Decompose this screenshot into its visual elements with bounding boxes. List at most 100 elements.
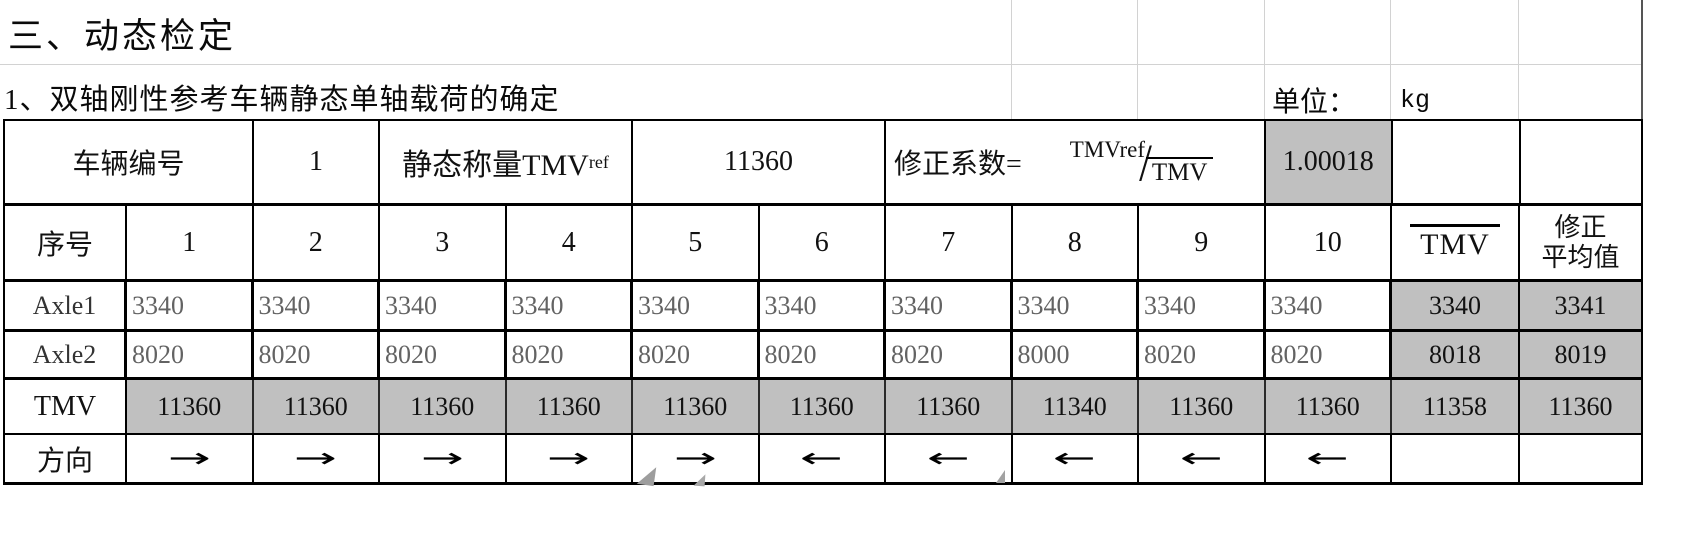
col-header-10[interactable]: 10 xyxy=(1266,206,1392,279)
axle2-value-8[interactable]: 8000 xyxy=(1013,332,1139,377)
tmv-value-5[interactable]: 11360 xyxy=(633,380,760,433)
left-arrow-icon: ← xyxy=(800,443,844,474)
tmv-value-7[interactable]: 11360 xyxy=(886,380,1013,433)
tmv-value-3[interactable]: 11360 xyxy=(380,380,507,433)
gridline-vertical xyxy=(1137,0,1138,119)
tmv-mean-cell[interactable]: 11358 xyxy=(1392,380,1520,433)
vehicle-id-label-cell: 车辆编号 xyxy=(5,121,254,203)
table-right-border-top xyxy=(1641,0,1643,121)
direction-corrected-cell[interactable] xyxy=(1520,435,1641,482)
direction-label-cell: 方向 xyxy=(5,435,127,482)
axle1-mean-cell[interactable]: 3340 xyxy=(1392,282,1520,329)
tmv-value-6[interactable]: 11360 xyxy=(759,380,886,433)
corrected-avg-header: 修正 平均值 xyxy=(1541,213,1620,272)
tmv-value-8[interactable]: 11340 xyxy=(1012,380,1139,433)
right-arrow-icon: → xyxy=(673,443,717,474)
axle1-value-6[interactable]: 3340 xyxy=(760,282,886,329)
right-arrow-icon: → xyxy=(547,443,591,474)
axle2-value-7[interactable]: 8020 xyxy=(886,332,1013,377)
correction-coef-value-cell[interactable]: 1.00018 xyxy=(1266,121,1393,203)
tmv-value-1[interactable]: 11360 xyxy=(127,380,254,433)
left-arrow-icon: ← xyxy=(1306,443,1350,474)
static-weigh-label-cell: 静态称量TMV ref xyxy=(380,121,633,203)
empty-cell[interactable] xyxy=(1393,121,1521,203)
axle1-label-cell: Axle1 xyxy=(5,282,127,329)
tmv-label-cell: TMV xyxy=(5,380,127,433)
tmv-value-2[interactable]: 11360 xyxy=(253,380,380,433)
table-header-row: 序号 1 2 3 4 5 6 7 8 9 10 TMV 修正 平均值 xyxy=(3,206,1643,282)
col-header-1[interactable]: 1 xyxy=(127,206,254,279)
axle2-corrected-cell[interactable]: 8019 xyxy=(1520,332,1641,377)
direction-value-6[interactable]: ← xyxy=(760,435,886,482)
col-header-4[interactable]: 4 xyxy=(507,206,633,279)
axle1-value-9[interactable]: 3340 xyxy=(1139,282,1266,329)
direction-value-4[interactable]: → xyxy=(507,435,633,482)
right-arrow-icon: → xyxy=(420,443,464,474)
direction-value-9[interactable]: ← xyxy=(1139,435,1266,482)
axle1-corrected-cell[interactable]: 3341 xyxy=(1520,282,1641,329)
col-header-2[interactable]: 2 xyxy=(254,206,380,279)
unit-value-cell[interactable]: kg xyxy=(1400,86,1431,115)
coef-fraction: TMVref / TMV xyxy=(1069,133,1214,191)
axle2-value-6[interactable]: 8020 xyxy=(760,332,886,377)
col-header-7[interactable]: 7 xyxy=(886,206,1013,279)
coef-denominator: TMV xyxy=(1145,157,1214,187)
axle2-value-10[interactable]: 8020 xyxy=(1266,332,1392,377)
direction-value-5[interactable]: → xyxy=(633,435,760,482)
col-header-6[interactable]: 6 xyxy=(760,206,886,279)
left-arrow-icon: ← xyxy=(1179,443,1223,474)
gridline-vertical xyxy=(1011,0,1012,119)
axle2-label-cell: Axle2 xyxy=(5,332,127,377)
unit-label: 单位： xyxy=(1272,87,1357,118)
gridline-vertical xyxy=(1264,0,1265,119)
col-header-9[interactable]: 9 xyxy=(1139,206,1266,279)
axle1-value-7[interactable]: 3340 xyxy=(886,282,1013,329)
axle1-value-2[interactable]: 3340 xyxy=(254,282,380,329)
gridline-vertical xyxy=(1518,0,1519,119)
axle1-value-10[interactable]: 3340 xyxy=(1266,282,1392,329)
tmv-row: TMV 11360 11360 11360 11360 11360 11360 … xyxy=(3,380,1643,435)
axle2-mean-cell[interactable]: 8018 xyxy=(1392,332,1520,377)
axle1-value-3[interactable]: 3340 xyxy=(380,282,507,329)
section-title: 三、动态检定 xyxy=(8,17,237,56)
axle2-value-2[interactable]: 8020 xyxy=(254,332,380,377)
col-header-8[interactable]: 8 xyxy=(1013,206,1139,279)
axle2-value-5[interactable]: 8020 xyxy=(633,332,760,377)
tmv-value-9[interactable]: 11360 xyxy=(1139,380,1266,433)
axle1-row: Axle1 3340 3340 3340 3340 3340 3340 3340… xyxy=(3,282,1643,332)
axle2-value-3[interactable]: 8020 xyxy=(380,332,507,377)
index-header-cell: 序号 xyxy=(5,206,127,279)
vehicle-id-value-cell[interactable]: 1 xyxy=(254,121,380,203)
fraction-slash: / xyxy=(1139,132,1152,192)
col-header-5[interactable]: 5 xyxy=(633,206,760,279)
correction-coef-label: 修正系数= xyxy=(894,149,1022,180)
axle1-value-8[interactable]: 3340 xyxy=(1013,282,1139,329)
axle1-value-1[interactable]: 3340 xyxy=(127,282,254,329)
tmv-value-10[interactable]: 11360 xyxy=(1265,380,1392,433)
tmv-corrected-cell[interactable]: 11360 xyxy=(1520,380,1641,433)
coef-numerator: TMVref xyxy=(1069,137,1146,162)
axle1-value-5[interactable]: 3340 xyxy=(633,282,760,329)
direction-value-1[interactable]: → xyxy=(127,435,254,482)
empty-cell[interactable] xyxy=(1521,121,1642,203)
direction-value-7[interactable]: ← xyxy=(886,435,1013,482)
left-arrow-icon: ← xyxy=(926,443,970,474)
gridline-horizontal xyxy=(0,64,1643,65)
direction-mean-cell[interactable] xyxy=(1392,435,1520,482)
axle2-value-4[interactable]: 8020 xyxy=(507,332,633,377)
tmv-value-4[interactable]: 11360 xyxy=(506,380,633,433)
mean-header-cell: TMV xyxy=(1392,206,1520,279)
direction-value-8[interactable]: ← xyxy=(1013,435,1139,482)
direction-value-10[interactable]: ← xyxy=(1266,435,1392,482)
static-weigh-value-cell[interactable]: 11360 xyxy=(633,121,886,203)
direction-row: 方向 → → → → → ← ← ← ← ← xyxy=(3,435,1643,485)
axle1-value-4[interactable]: 3340 xyxy=(507,282,633,329)
col-header-3[interactable]: 3 xyxy=(380,206,507,279)
gridline-vertical xyxy=(1390,0,1391,119)
direction-value-3[interactable]: → xyxy=(380,435,507,482)
axle2-value-1[interactable]: 8020 xyxy=(127,332,254,377)
direction-value-2[interactable]: → xyxy=(254,435,380,482)
tmv-mean-header: TMV xyxy=(1410,223,1500,262)
axle2-value-9[interactable]: 8020 xyxy=(1139,332,1266,377)
axle2-row: Axle2 8020 8020 8020 8020 8020 8020 8020… xyxy=(3,332,1643,380)
